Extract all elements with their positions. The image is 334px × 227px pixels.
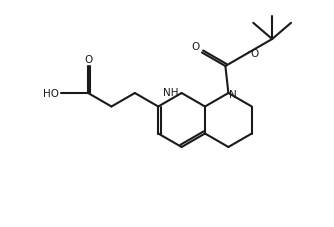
Text: O: O bbox=[84, 55, 92, 65]
Text: NH: NH bbox=[163, 88, 179, 98]
Text: HO: HO bbox=[43, 89, 59, 99]
Text: O: O bbox=[251, 48, 259, 58]
Text: O: O bbox=[192, 41, 200, 51]
Text: N: N bbox=[229, 90, 237, 100]
